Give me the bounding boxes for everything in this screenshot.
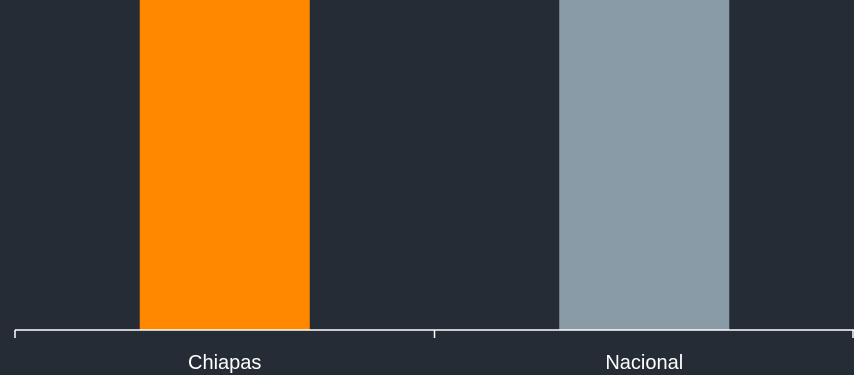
x-tick-label-nacional: Nacional: [605, 352, 683, 374]
labels-layer: 56.17Chiapas59.90Nacional: [188, 352, 683, 374]
x-tick-label-chiapas: Chiapas: [188, 352, 261, 374]
x-axis: [14, 329, 854, 338]
bar-chiapas: [139, 0, 310, 331]
bars-layer: [139, 0, 730, 331]
bar-nacional: [559, 0, 730, 330]
